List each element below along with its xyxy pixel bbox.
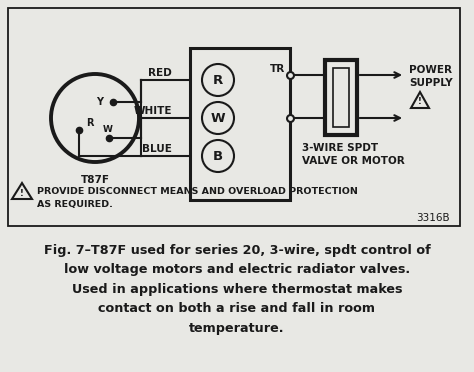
Circle shape xyxy=(51,74,139,162)
Bar xyxy=(190,48,290,200)
Text: 3-WIRE SPDT: 3-WIRE SPDT xyxy=(302,143,378,153)
Text: BLUE: BLUE xyxy=(142,144,172,154)
Text: RED: RED xyxy=(148,68,172,78)
Text: temperature.: temperature. xyxy=(189,322,285,335)
Bar xyxy=(333,68,349,127)
Text: low voltage motors and electric radiator valves.: low voltage motors and electric radiator… xyxy=(64,263,410,276)
Text: !: ! xyxy=(418,97,422,106)
Text: contact on both a rise and fall in room: contact on both a rise and fall in room xyxy=(99,302,375,315)
Text: O: O xyxy=(285,119,286,120)
Text: TR: TR xyxy=(270,64,285,74)
Text: SUPPLY: SUPPLY xyxy=(409,78,453,88)
Text: W: W xyxy=(210,112,225,125)
Circle shape xyxy=(202,64,234,96)
Text: Fig. 7–T87F used for series 20, 3-wire, spdt control of: Fig. 7–T87F used for series 20, 3-wire, … xyxy=(44,244,430,257)
Bar xyxy=(325,60,357,135)
Text: R: R xyxy=(86,118,94,128)
Text: !: ! xyxy=(20,189,24,198)
Text: W: W xyxy=(103,125,113,134)
Text: VALVE OR MOTOR: VALVE OR MOTOR xyxy=(302,156,405,166)
Text: PROVIDE DISCONNECT MEANS AND OVERLOAD PROTECTION: PROVIDE DISCONNECT MEANS AND OVERLOAD PR… xyxy=(37,186,358,196)
Circle shape xyxy=(202,140,234,172)
Text: R: R xyxy=(213,74,223,87)
Text: Used in applications where thermostat makes: Used in applications where thermostat ma… xyxy=(72,283,402,296)
Text: T87F: T87F xyxy=(81,175,109,185)
Text: 3316B: 3316B xyxy=(416,213,450,223)
Circle shape xyxy=(202,102,234,134)
Bar xyxy=(8,8,460,226)
Text: Y: Y xyxy=(96,97,103,107)
Text: B: B xyxy=(213,150,223,163)
Text: WHITE: WHITE xyxy=(134,106,172,116)
Text: POWER: POWER xyxy=(409,65,452,75)
Text: AS REQUIRED.: AS REQUIRED. xyxy=(37,201,113,209)
